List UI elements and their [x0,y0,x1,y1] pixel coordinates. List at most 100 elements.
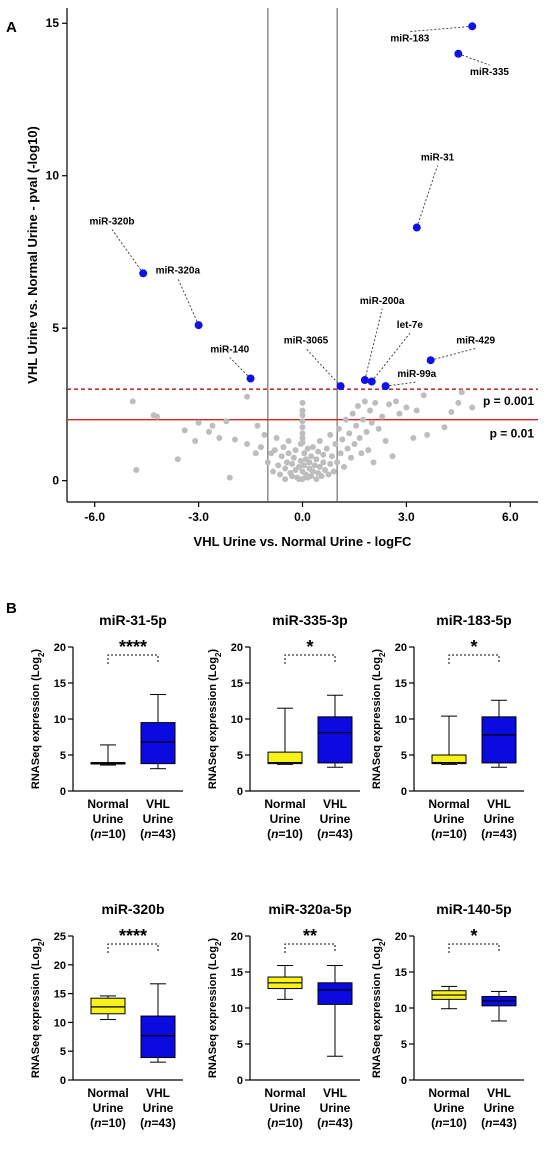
point-label: miR-31 [421,152,455,163]
category-label: Normal [87,1086,128,1100]
background-point [271,447,278,454]
background-point [257,444,264,451]
threshold-label: p = 0.001 [483,394,534,408]
background-point [320,451,327,458]
background-point [282,465,289,472]
category-n-label: (n=43) [481,1116,517,1130]
y-tick-label: 20 [231,642,243,654]
background-point [403,404,410,411]
background-point [285,438,292,445]
background-point [301,462,308,469]
background-point [289,460,296,467]
label-leader-line [458,53,490,66]
background-point [351,441,358,448]
background-point [297,457,304,464]
background-point [261,431,268,438]
background-point [382,438,389,445]
background-point [285,450,292,457]
background-point [308,453,315,460]
y-tick-label: 0 [401,786,407,798]
category-label: Urine [434,1101,465,1115]
y-tick-label: 5 [237,750,243,762]
y-tick-label: 15 [54,989,66,1001]
panel-title: miR-31-5p [99,612,167,628]
category-label: Urine [270,812,301,826]
y-tick-label: 0 [60,786,66,798]
background-point [424,431,431,438]
background-point [216,434,223,441]
label-leader-line [409,25,473,32]
label-leader-line [364,308,383,381]
background-point [356,434,363,441]
background-point [337,450,344,457]
background-point [354,402,361,409]
category-label: VHL [487,797,511,811]
y-tick-label: 20 [54,960,66,972]
background-point [339,436,346,443]
y-tick-label: 10 [54,1017,66,1029]
y-tick-label: 20 [231,931,243,943]
background-point [296,463,303,470]
box-plot-panel: miR-320a-5p 0 5 10 15 20 RNASeq expression (Lo… [207,901,360,1130]
box-plot-panel: miR-320b 0 5 10 15 20 25 RNASeq expression (Log… [30,901,183,1130]
y-axis-label: RNASeq expression (Log2) [371,649,387,789]
x-tick-label: 0.0 [294,510,311,524]
category-n-label: (n=10) [90,1116,126,1130]
y-tick-label: 10 [395,714,407,726]
category-label: VHL [487,1086,511,1100]
background-point [413,407,420,414]
background-point [223,418,230,425]
y-tick-label: 10 [54,714,66,726]
background-point [328,453,335,460]
background-point [273,434,280,441]
point-label: miR-335 [470,67,509,78]
point-label: miR-320a [156,265,201,276]
box-plot-panel: miR-31-5p 0 5 10 15 20 RNASeq expression (Log2… [30,612,183,841]
background-point [299,407,306,414]
background-point [349,410,356,417]
background-point [283,459,290,466]
background-point [325,471,332,478]
y-tick-label: 5 [401,1039,407,1051]
highlighted-point [468,22,477,31]
background-point [309,468,316,475]
category-n-label: (n=43) [140,827,176,841]
box [90,997,126,1015]
background-point [270,468,277,475]
y-tick-label: 10 [231,1003,243,1015]
highlighted-point [139,269,148,278]
significance-bracket [107,654,159,664]
panel-title: miR-140-5p [436,901,511,917]
point-label: miR-3065 [284,335,329,346]
category-label: Urine [93,1101,124,1115]
background-point [448,409,455,416]
background-point [358,450,365,457]
label-leader-line [430,347,476,361]
box-plot-panel: miR-183-5p 0 5 10 15 20 RNASeq expression (Log… [371,612,524,841]
background-point [264,459,271,466]
y-tick-label: 5 [237,1039,243,1051]
y-tick-label: 5 [60,750,66,762]
y-tick-label: 15 [231,678,243,690]
y-tick-label: 15 [395,678,407,690]
point-label: miR-140 [210,345,249,356]
highlighted-point [336,382,345,391]
background-point [299,399,306,406]
background-point [327,431,334,438]
point-label: miR-99a [397,369,436,380]
background-point [332,441,339,448]
category-n-label: (n=10) [431,827,467,841]
background-point [231,436,238,443]
background-point [133,466,140,473]
box [317,982,353,1005]
category-n-label: (n=10) [267,827,303,841]
background-point [458,389,465,396]
background-point [311,462,318,469]
background-point [205,428,212,435]
background-point [360,416,367,423]
background-point [309,444,316,451]
category-label: Normal [264,797,305,811]
background-point [276,471,283,478]
significance-bracket [107,943,159,953]
y-axis-label: RNASeq expression (Log2) [30,649,46,789]
